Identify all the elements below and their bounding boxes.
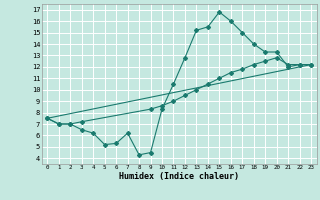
X-axis label: Humidex (Indice chaleur): Humidex (Indice chaleur) xyxy=(119,172,239,181)
